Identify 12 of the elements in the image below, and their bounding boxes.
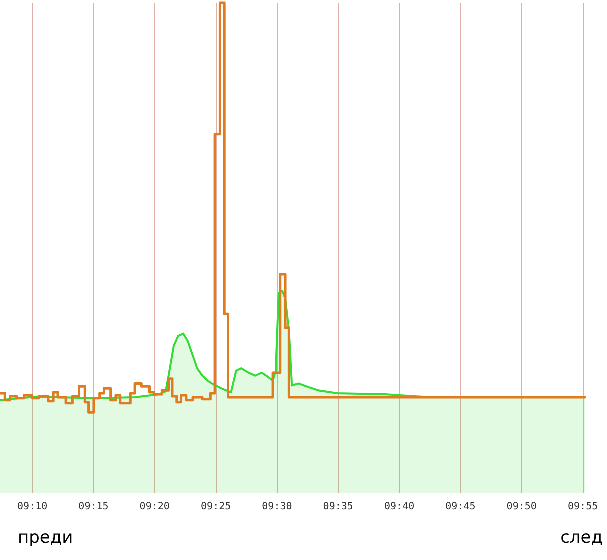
x-tick-label: 09:40	[384, 502, 415, 512]
x-tick-label: 09:10	[18, 502, 48, 512]
x-tick-label: 09:15	[78, 502, 109, 512]
text: след	[560, 528, 603, 548]
text: преди	[18, 528, 74, 548]
x-tick-label: 09:30	[262, 502, 292, 512]
x-tick-label: 09:35	[323, 502, 354, 512]
x-tick-label: 09:55	[568, 502, 598, 512]
x-tick-label: 09:25	[201, 502, 232, 512]
x-tick-label: 09:20	[140, 502, 170, 512]
x-tick-label: 09:50	[506, 502, 537, 512]
x-tick-label: 09:45	[446, 502, 476, 512]
